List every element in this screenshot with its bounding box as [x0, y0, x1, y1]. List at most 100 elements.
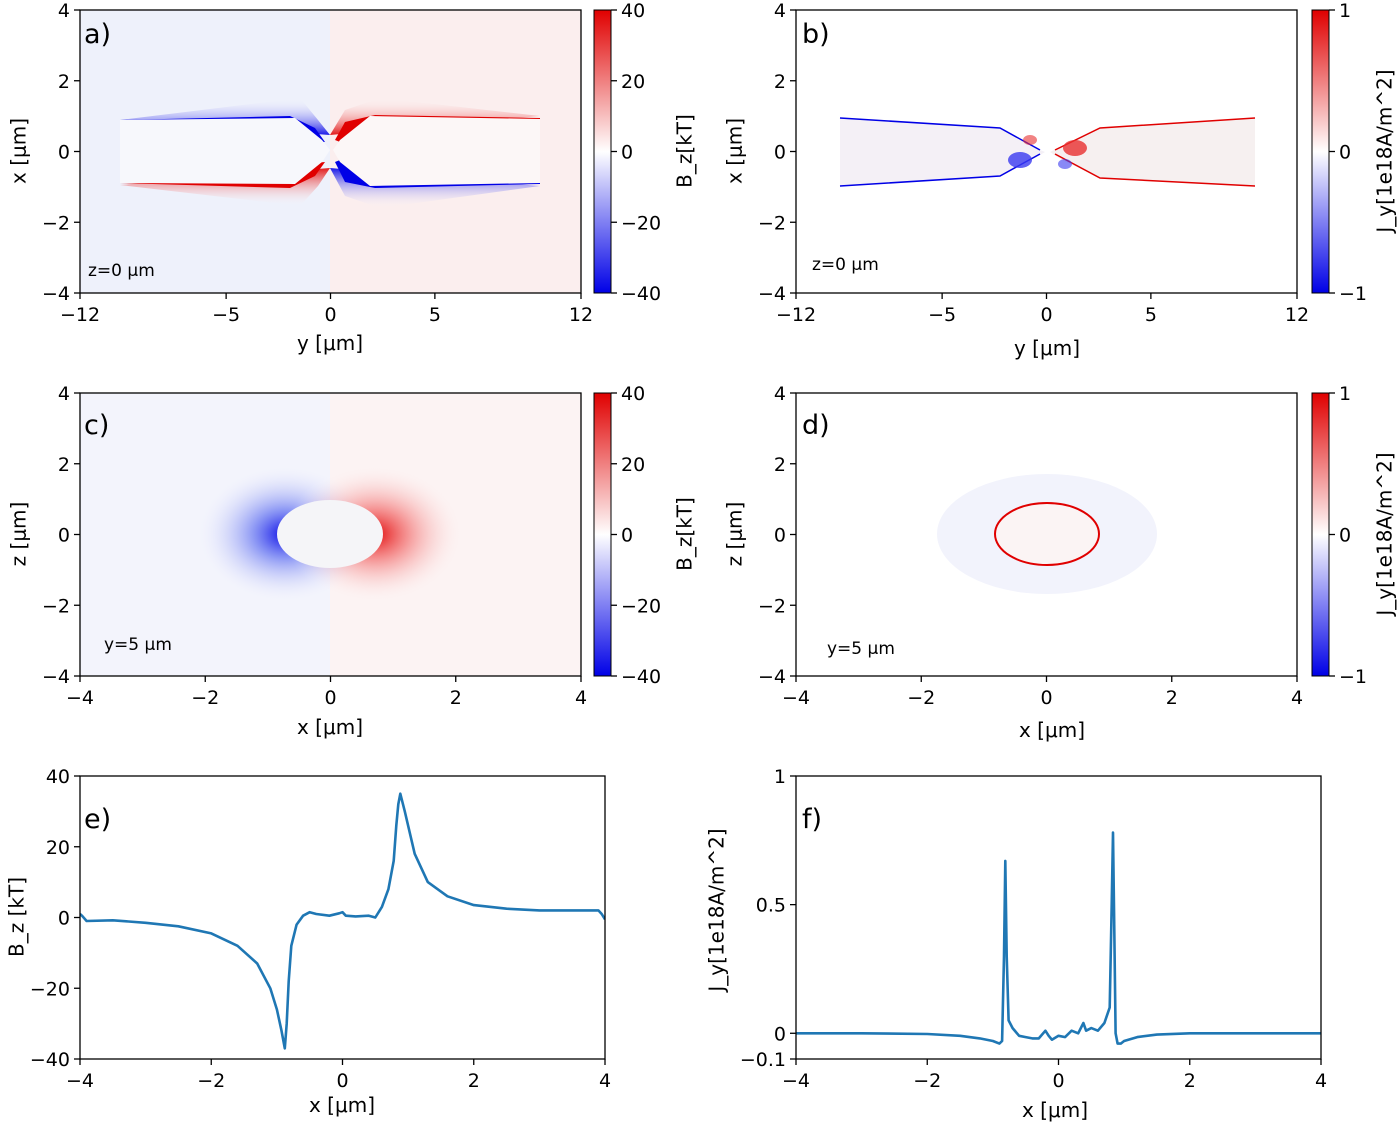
panel-f-xtick-label: 0 — [1052, 1070, 1064, 1092]
panel-b-ytick-label: 2 — [774, 71, 786, 93]
panel-e-series-line — [80, 792, 605, 1050]
panel-d-letter: d) — [802, 410, 830, 441]
panel-a-target-right — [333, 116, 540, 186]
panel-a-xtick-label: 12 — [569, 304, 593, 326]
panel-a-xtick-label: 5 — [429, 304, 441, 326]
panel-b-xtick-label: 12 — [1285, 304, 1309, 326]
panel-f-ylabel: J_y[1e18A/m^2] — [705, 828, 729, 993]
colorbar-b — [1311, 9, 1330, 294]
panel-a-xlabel: y [μm] — [297, 331, 363, 355]
panel-f-ytick-label: −0.1 — [740, 1049, 786, 1071]
panel-d-xtick-label: −4 — [782, 687, 810, 709]
panel-d-heatmap — [796, 393, 1297, 676]
panel-e-xtick-label: −4 — [66, 1070, 94, 1092]
panel-e-xtick-label: 2 — [468, 1070, 480, 1092]
colorbar-a-tick-label: −40 — [621, 283, 661, 305]
panel-b-xtick-label: −5 — [928, 304, 956, 326]
panel-b-blob-blue-small — [1058, 159, 1072, 169]
panel-c-xlabel: x [μm] — [297, 715, 363, 739]
panel-b-xtick-label: 5 — [1145, 304, 1157, 326]
colorbar-c-tick-label: −20 — [621, 595, 661, 617]
colorbar-c-tick-label: 40 — [621, 383, 645, 405]
panel-c-xtick-label: −2 — [191, 687, 219, 709]
panel-b-target-left — [840, 118, 1045, 186]
panel-d-xtick-label: 0 — [1040, 687, 1052, 709]
panel-b-blob-red-small — [1023, 135, 1037, 145]
panel-c-xtick-label: 4 — [575, 687, 587, 709]
panel-c-ytick-label: 2 — [58, 454, 70, 476]
panel-b-ytick-label: −4 — [758, 283, 786, 305]
panel-f-xtick-label: −4 — [782, 1070, 810, 1092]
panel-e-xtick-label: 0 — [336, 1070, 348, 1092]
colorbar-c — [593, 392, 612, 677]
panel-a-ytick-label: 0 — [58, 142, 70, 164]
panel-f-xtick-label: −2 — [913, 1070, 941, 1092]
panel-a-ytick-label: −2 — [42, 212, 70, 234]
colorbar-d — [1311, 392, 1330, 677]
panel-a-ytick-label: 4 — [58, 0, 70, 22]
panel-e-ytick-label: 20 — [46, 837, 70, 859]
panel-e-xtick-label: 4 — [599, 1070, 611, 1092]
panel-b-ytick-label: 0 — [774, 142, 786, 164]
panel-b-xtick-label: 0 — [1040, 304, 1052, 326]
panel-d-ytick-label: −2 — [758, 595, 786, 617]
panel-c-ytick-label: 0 — [58, 525, 70, 547]
panel-d-ytick-label: −4 — [758, 666, 786, 688]
panel-e-ytick-label: −40 — [30, 1049, 70, 1071]
panel-c-ytick-label: 4 — [58, 383, 70, 405]
panel-f-series-line — [796, 831, 1321, 1045]
panel-a-annotation: z=0 μm — [88, 261, 155, 281]
panel-e-ytick-label: 40 — [46, 766, 70, 788]
panel-d-ytick-label: 2 — [774, 454, 786, 476]
colorbar-c-tick-label: 20 — [621, 454, 645, 476]
panel-f-ytick-label: 1 — [774, 766, 786, 788]
panel-a-xtick-label: −5 — [212, 304, 240, 326]
panel-a-ylabel: x [μm] — [7, 118, 31, 184]
colorbar-c-tick-label: −40 — [621, 666, 661, 688]
panel-b-xtick-label: −12 — [776, 304, 816, 326]
panel-d-xtick-label: −2 — [907, 687, 935, 709]
colorbar-d-tick-label: 0 — [1339, 525, 1351, 547]
panel-e-xtick-label: −2 — [197, 1070, 225, 1092]
panel-b-xlabel: y [μm] — [1014, 336, 1080, 360]
colorbar-a-label: B_z[kT] — [673, 114, 697, 188]
panel-a-xtick-label: 0 — [324, 304, 336, 326]
panel-b-blob-blue — [1008, 152, 1032, 168]
colorbar-c-label: B_z[kT] — [673, 497, 697, 571]
panel-a-letter: a) — [84, 19, 111, 50]
panel-d-ylabel: z [μm] — [723, 502, 747, 567]
panel-f-frame — [795, 775, 1322, 1060]
colorbar-b-tick-label: 1 — [1339, 0, 1351, 22]
panel-b-letter: b) — [802, 19, 830, 50]
panel-b-ylabel: x [μm] — [723, 118, 747, 184]
panel-d-target-ring — [994, 502, 1100, 566]
colorbar-a-tick-label: 0 — [621, 142, 633, 164]
panel-c-letter: c) — [84, 410, 109, 441]
panel-e-xlabel: x [μm] — [309, 1093, 375, 1117]
colorbar-a-tick-label: 40 — [621, 0, 645, 22]
colorbar-b-tick-label: 0 — [1339, 142, 1351, 164]
colorbar-a-tick-label: 20 — [621, 71, 645, 93]
panel-e-ylabel: B_z [kT] — [5, 877, 29, 957]
panel-b-heatmap — [796, 10, 1297, 293]
panel-c-xtick-label: −4 — [66, 687, 94, 709]
panel-b-annotation: z=0 μm — [812, 255, 879, 275]
panel-d-ytick-label: 4 — [774, 383, 786, 405]
panel-e-ytick-label: 0 — [58, 908, 70, 930]
panel-a-heatmap — [80, 10, 581, 293]
panel-d-annotation: y=5 μm — [827, 639, 895, 659]
panel-d-xtick-label: 4 — [1291, 687, 1303, 709]
panel-b-target-right — [1050, 118, 1255, 186]
panel-c-xtick-label: 2 — [450, 687, 462, 709]
colorbar-a — [593, 9, 612, 294]
panel-f-xlabel: x [μm] — [1022, 1098, 1088, 1122]
panel-e-letter: e) — [84, 804, 111, 835]
panel-f-xtick-label: 4 — [1315, 1070, 1327, 1092]
panel-f-letter: f) — [802, 804, 822, 835]
panel-b-ytick-label: −2 — [758, 212, 786, 234]
panel-b-blob-red — [1063, 140, 1087, 156]
colorbar-b-tick-label: −1 — [1339, 283, 1367, 305]
colorbar-d-label: J_y[1e18A/m^2] — [1373, 452, 1397, 617]
